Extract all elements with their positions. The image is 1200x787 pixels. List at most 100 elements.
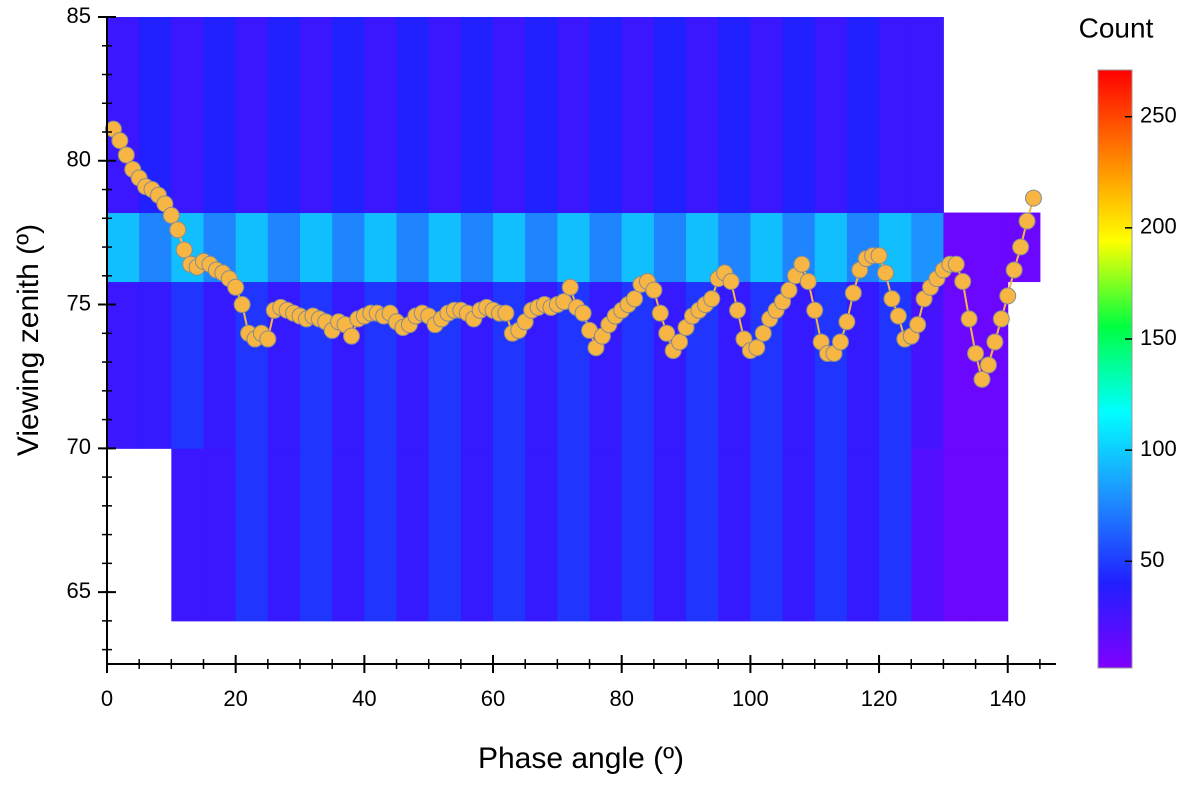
heatmap-cell — [396, 17, 430, 214]
heatmap-cell — [718, 448, 751, 622]
colorbar-tick-label: 50 — [1140, 547, 1164, 572]
series-point — [889, 307, 907, 325]
heatmap-cell — [139, 212, 172, 283]
series-point — [111, 132, 129, 150]
series-point — [838, 313, 856, 331]
heatmap-cell — [879, 17, 912, 214]
series-point — [651, 304, 669, 322]
heatmap-cell — [300, 17, 333, 214]
series-point — [162, 206, 180, 224]
series-point — [729, 301, 747, 319]
heatmap-cell — [332, 212, 365, 283]
series-point — [870, 247, 888, 265]
heatmap-cell — [814, 448, 848, 622]
heatmap-cell — [267, 17, 301, 214]
series-point — [960, 310, 978, 328]
x-tick-label: 80 — [609, 686, 633, 711]
series-point — [883, 290, 901, 308]
heatmap-cell — [557, 17, 591, 214]
colorbar-tick-label: 250 — [1140, 102, 1177, 127]
series-point — [1024, 189, 1042, 207]
series-point — [175, 241, 193, 259]
x-tick-label: 100 — [732, 686, 769, 711]
series-point — [748, 339, 766, 357]
series-point — [844, 284, 862, 302]
heatmap-cell — [493, 17, 526, 214]
series-point — [497, 304, 515, 322]
colorbar-tick-label: 100 — [1140, 436, 1177, 461]
y-tick-label: 80 — [67, 147, 91, 172]
series-point — [561, 278, 579, 296]
series-point — [703, 290, 721, 308]
series-point — [799, 273, 817, 291]
series-point — [342, 327, 360, 345]
series-point — [671, 333, 689, 351]
series-point — [909, 316, 927, 334]
colorbar-tick-label: 200 — [1140, 214, 1177, 239]
heatmap-cell — [911, 448, 944, 622]
heatmap-cell — [750, 212, 784, 283]
heatmap-cell — [686, 212, 719, 283]
series-point — [1012, 238, 1030, 256]
y-tick-label: 65 — [67, 578, 91, 603]
heatmap-cell — [107, 281, 140, 449]
heatmap-cell — [589, 212, 623, 283]
heatmap-cell — [911, 281, 944, 449]
heatmap-cell — [782, 17, 816, 214]
series-point — [169, 221, 187, 239]
x-tick-label: 120 — [861, 686, 898, 711]
x-tick-label: 140 — [989, 686, 1026, 711]
heatmap-cell — [107, 212, 140, 283]
heatmap-cell — [718, 17, 751, 214]
y-tick-label: 85 — [67, 3, 91, 28]
heatmap-cell — [428, 212, 462, 283]
series-point — [227, 278, 245, 296]
series-point — [877, 264, 895, 282]
heatmap-cell — [653, 212, 687, 283]
x-axis-label: Phase angle (º) — [478, 742, 684, 775]
heatmap-cell — [171, 448, 205, 622]
y-tick-label: 70 — [67, 434, 91, 459]
y-tick-label: 75 — [67, 290, 91, 315]
series-point — [259, 330, 277, 348]
series-point — [780, 281, 798, 299]
heatmap-cell — [589, 448, 623, 622]
heatmap-cell — [911, 17, 944, 214]
series-point — [967, 344, 985, 362]
heatmap-cell — [686, 448, 719, 622]
heatmap-cell — [139, 281, 172, 449]
series-point — [979, 356, 997, 374]
heatmap-cell — [846, 448, 880, 622]
series-point — [626, 290, 644, 308]
colorbar-title: Count — [1079, 12, 1154, 43]
series-point — [793, 255, 811, 273]
heatmap-cell — [525, 212, 558, 283]
heatmap-cell — [171, 281, 205, 449]
heatmap-cell — [879, 448, 912, 622]
heatmap-cell — [300, 212, 333, 283]
heatmap-cell — [364, 212, 398, 283]
colorbar-tick-label: 150 — [1140, 325, 1177, 350]
series-point — [806, 301, 824, 319]
heatmap-cell — [203, 448, 237, 622]
heatmap-cell — [750, 17, 784, 214]
series-point — [1005, 261, 1023, 279]
heatmap-cell — [814, 212, 848, 283]
heatmap-cell — [203, 17, 237, 214]
heatmap-cell — [589, 17, 623, 214]
series-point — [658, 324, 676, 342]
heatmap-cell — [557, 448, 591, 622]
heatmap-cell — [203, 281, 237, 449]
heatmap-cell — [525, 448, 558, 622]
series-point — [754, 324, 772, 342]
x-tick-label: 0 — [101, 686, 113, 711]
series-point — [947, 255, 965, 273]
heatmap-cell — [332, 281, 365, 449]
heatmap-cell — [460, 448, 494, 622]
heatmap-cell — [267, 212, 301, 283]
heatmap-cell — [782, 448, 816, 622]
heatmap-cell — [300, 281, 333, 449]
heatmap-cell — [332, 448, 365, 622]
heatmap-cell — [235, 448, 269, 622]
